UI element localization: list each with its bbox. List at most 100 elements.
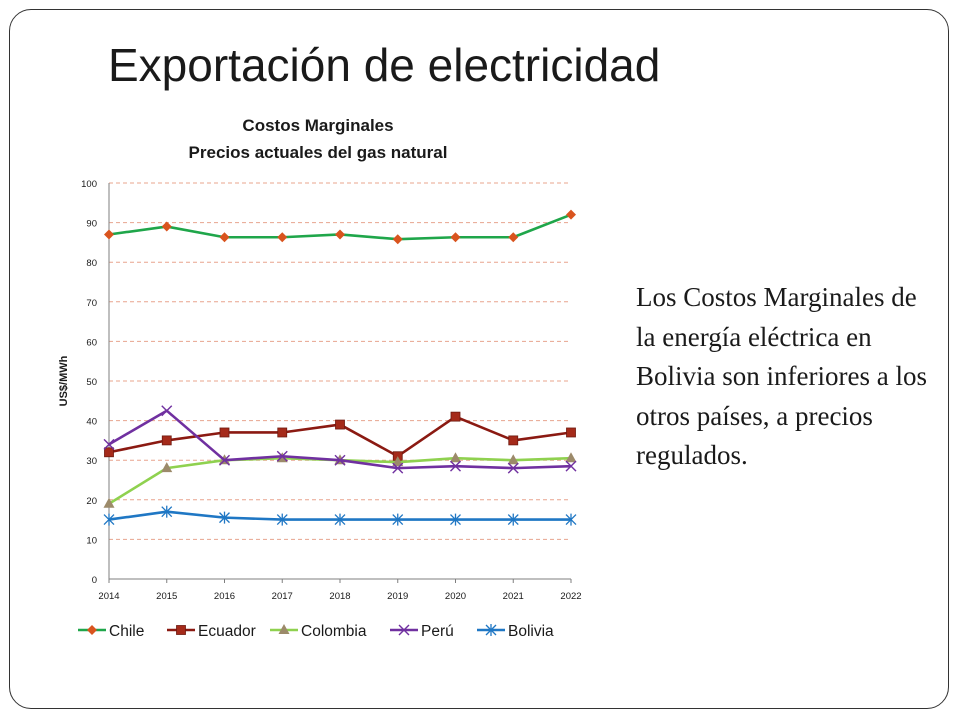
data-point-bolivia — [392, 513, 404, 526]
legend-label: Perú — [421, 623, 454, 640]
series-lines — [103, 209, 577, 526]
x-tick-label: 2018 — [329, 591, 350, 602]
chart-subtitle: Precios actuales del gas natural — [189, 143, 448, 162]
data-point-chile — [450, 232, 461, 243]
x-tick-label: 2021 — [503, 591, 524, 602]
marker-stroke — [398, 624, 410, 636]
legend-label: Colombia — [301, 623, 367, 640]
slide-title: Exportación de electricidad — [108, 39, 661, 91]
y-tick-label: 50 — [86, 377, 97, 388]
data-point-chile — [392, 234, 403, 245]
marker-stroke — [334, 454, 346, 466]
legend-marker — [176, 625, 186, 635]
data-point-peru — [450, 460, 461, 472]
legend: Chile Ecuador Colombia Perú Bolivia — [78, 623, 554, 640]
legend-item-chile: Chile — [78, 623, 144, 640]
data-point-chile — [566, 209, 576, 220]
data-point-ecuador — [508, 435, 519, 446]
x-tick-label: 2014 — [98, 591, 119, 602]
data-point-chile — [508, 232, 519, 243]
y-tick-label: 70 — [86, 298, 97, 309]
legend-marker — [398, 624, 410, 636]
legend-marker — [485, 624, 497, 636]
legend-item-peru: Perú — [390, 623, 454, 640]
data-point-colombia — [392, 456, 404, 467]
data-point-bolivia — [565, 513, 577, 526]
series-ecuador — [104, 411, 576, 462]
y-tick-label: 80 — [86, 258, 97, 269]
data-point-bolivia — [103, 513, 115, 526]
y-tick-label: 90 — [86, 219, 97, 230]
data-point-peru — [507, 462, 519, 474]
data-point-colombia — [450, 452, 461, 463]
data-point-chile — [335, 229, 345, 240]
series-peru — [103, 405, 577, 474]
y-axis-ticks: 0 10 20 30 40 50 60 70 80 90 100 — [81, 179, 97, 586]
data-point-ecuador — [450, 411, 461, 422]
marker-stroke — [276, 450, 288, 462]
legend-marker — [278, 624, 290, 634]
marker-stroke — [161, 405, 173, 417]
y-tick-label: 100 — [81, 179, 97, 190]
slide-frame — [9, 9, 949, 709]
legend-label: Ecuador — [198, 623, 256, 640]
data-point-peru — [219, 454, 230, 466]
legend-marker — [87, 625, 97, 635]
x-tick-label: 2016 — [214, 591, 235, 602]
marker-stroke — [103, 438, 115, 450]
series-line-colombia — [108, 456, 572, 505]
data-point-colombia — [103, 497, 115, 508]
y-tick-label: 0 — [92, 575, 97, 586]
legend-item-colombia: Colombia — [270, 623, 367, 640]
data-point-peru — [103, 438, 115, 450]
y-tick-label: 30 — [86, 456, 97, 467]
marker-stroke — [392, 462, 404, 474]
data-point-peru — [276, 450, 288, 462]
data-point-ecuador — [161, 435, 172, 446]
data-point-peru — [565, 460, 577, 472]
series-chile — [104, 209, 576, 245]
data-point-bolivia — [161, 505, 173, 518]
data-point-peru — [161, 405, 173, 417]
x-tick-label: 2020 — [445, 591, 466, 602]
data-point-bolivia — [450, 513, 461, 526]
data-point-ecuador — [566, 427, 576, 438]
marker-stroke — [565, 460, 577, 472]
data-point-bolivia — [507, 513, 519, 526]
marker-stroke — [450, 460, 461, 472]
marker-stroke — [507, 462, 519, 474]
y-tick-label: 20 — [86, 496, 97, 507]
data-point-ecuador — [219, 427, 230, 438]
y-tick-label: 40 — [86, 417, 97, 428]
x-tick-label: 2015 — [156, 591, 177, 602]
data-point-ecuador — [277, 427, 288, 438]
data-point-chile — [161, 221, 172, 232]
data-point-colombia — [565, 452, 577, 463]
data-point-ecuador — [335, 419, 345, 430]
x-tick-label: 2017 — [272, 591, 293, 602]
marker-stroke — [219, 454, 230, 466]
data-point-ecuador — [104, 447, 114, 458]
chart-title: Costos Marginales — [242, 116, 393, 135]
data-point-colombia — [507, 454, 519, 465]
data-point-bolivia — [276, 513, 288, 526]
data-point-colombia — [161, 462, 173, 473]
y-tick-label: 60 — [86, 337, 97, 348]
legend-item-bolivia: Bolivia — [477, 623, 554, 640]
x-axis-ticks: 2014 2015 2016 2017 2018 2019 2020 2021 2022 — [98, 579, 582, 602]
data-point-chile — [219, 232, 230, 243]
legend-item-ecuador: Ecuador — [167, 623, 256, 640]
x-tick-label: 2022 — [560, 591, 581, 602]
data-point-chile — [277, 232, 288, 243]
x-tick-label: 2019 — [387, 591, 408, 602]
legend-label: Chile — [109, 623, 144, 640]
y-tick-label: 10 — [86, 535, 97, 546]
data-point-peru — [334, 454, 346, 466]
y-axis-label: US$/MWh — [58, 355, 70, 406]
data-point-peru — [392, 462, 404, 474]
data-point-bolivia — [334, 513, 346, 526]
data-point-chile — [104, 229, 114, 240]
data-point-bolivia — [219, 511, 230, 524]
legend-label: Bolivia — [508, 623, 554, 640]
slide-body-text: Los Costos Marginales de la energía eléc… — [636, 282, 927, 470]
